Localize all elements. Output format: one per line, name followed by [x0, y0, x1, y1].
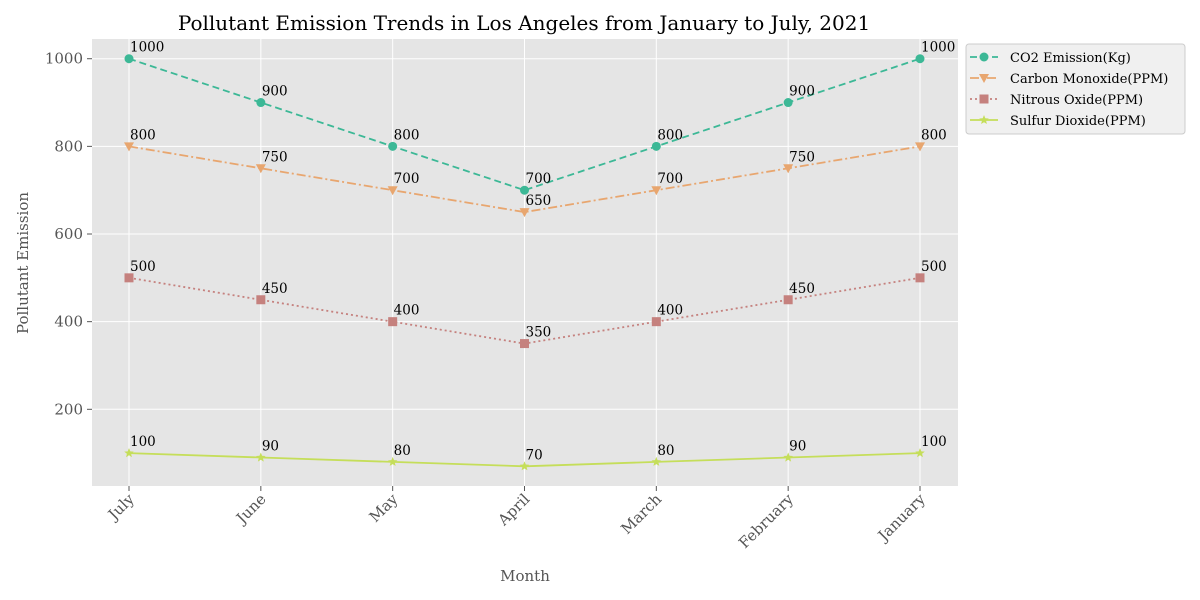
data-label: 800 [130, 127, 156, 143]
chart-title: Pollutant Emission Trends in Los Angeles… [178, 11, 870, 35]
series-4: 100 90 80 70 80 90 100 [124, 434, 947, 471]
data-point [124, 273, 134, 283]
legend-label: CO2 Emission(Kg) [1010, 51, 1131, 66]
data-point [124, 54, 134, 64]
data-point [783, 164, 794, 174]
data-label: 80 [657, 443, 674, 459]
data-point [651, 141, 661, 151]
data-label: 450 [262, 281, 288, 297]
data-label: 800 [657, 127, 683, 143]
data-point [783, 295, 793, 305]
legend-box [965, 43, 1186, 135]
x-tick-label: January [873, 490, 929, 546]
series-2: 800 750 700 650 700 750 800 [124, 127, 947, 218]
series-1: 1000 900 800 700 800 900 1000 [124, 40, 955, 195]
legend: CO2 Emission(Kg) Carbon Monoxide(PPM) Nitr… [965, 43, 1186, 135]
data-point [651, 456, 662, 466]
data-point [124, 142, 134, 152]
legend-entry: Carbon Monoxide(PPM) [970, 72, 1168, 87]
legend-marker [979, 74, 989, 83]
y-tick-label: 400 [54, 313, 83, 331]
data-label: 500 [921, 259, 947, 275]
data-point [915, 273, 925, 283]
data-point [255, 164, 266, 174]
data-point [256, 452, 266, 462]
data-point [915, 448, 925, 458]
y-axis-ticks: 200 400 600 800 1000 [45, 50, 92, 418]
data-label: 80 [394, 443, 411, 459]
data-label: 100 [921, 434, 947, 450]
x-tick-label: April [494, 490, 534, 530]
data-point [915, 54, 925, 64]
series-layer: 1000 900 800 700 800 900 1000 800 750 700 650 700 75… [124, 40, 955, 471]
x-tick-label: May [366, 490, 402, 526]
legend-entry: Sulfur Dioxide(PPM) [970, 114, 1146, 129]
data-point [520, 339, 529, 349]
data-point [387, 456, 398, 466]
data-point [519, 461, 530, 471]
data-point [124, 448, 134, 458]
grid-lines [92, 39, 958, 486]
data-point [651, 317, 661, 327]
x-axis-title: Month [500, 567, 550, 585]
y-tick-label: 600 [54, 225, 83, 243]
data-label: 750 [262, 149, 288, 165]
data-point [651, 186, 662, 196]
data-label: 650 [526, 193, 552, 209]
data-label: 750 [789, 149, 815, 165]
data-point [520, 185, 529, 195]
data-label: 90 [789, 439, 806, 455]
data-label: 800 [394, 127, 420, 143]
data-label: 70 [526, 447, 543, 463]
x-tick-label: July [103, 490, 138, 525]
data-label: 400 [657, 303, 683, 319]
data-point [783, 98, 793, 108]
data-point [387, 186, 398, 196]
x-tick-label: March [617, 490, 665, 538]
data-point [915, 142, 925, 152]
y-axis-title: Pollutant Emission [14, 192, 32, 334]
data-label: 1000 [921, 40, 955, 56]
legend-marker [979, 52, 989, 62]
data-label: 90 [262, 439, 279, 455]
x-axis-ticks: July June May April March February January [103, 486, 929, 552]
legend-label: Carbon Monoxide(PPM) [1010, 72, 1168, 87]
x-tick-label: February [735, 490, 797, 552]
legend-marker [979, 94, 989, 104]
legend-marker [979, 115, 989, 124]
series-3: 500 450 400 350 400 450 500 [124, 259, 947, 349]
data-point [783, 452, 793, 462]
legend-entry: Nitrous Oxide(PPM) [970, 93, 1143, 108]
data-label: 800 [921, 127, 947, 143]
data-label: 400 [394, 303, 420, 319]
x-tick-label: June [231, 490, 269, 528]
y-tick-label: 800 [54, 137, 83, 155]
data-point [256, 98, 266, 108]
data-point [256, 295, 266, 305]
data-label: 700 [657, 171, 683, 187]
y-tick-label: 200 [54, 400, 83, 418]
y-tick-label: 1000 [45, 50, 83, 68]
data-label: 450 [789, 281, 815, 297]
data-label: 100 [130, 434, 156, 450]
data-label: 700 [526, 171, 552, 187]
data-point [519, 208, 530, 218]
data-label: 900 [789, 84, 815, 100]
data-label: 1000 [130, 40, 164, 56]
data-label: 700 [394, 171, 420, 187]
data-label: 500 [130, 259, 156, 275]
data-point [388, 141, 398, 151]
data-label: 900 [262, 84, 288, 100]
legend-label: Nitrous Oxide(PPM) [1010, 93, 1143, 108]
legend-label: Sulfur Dioxide(PPM) [1010, 114, 1146, 129]
data-point [388, 317, 398, 327]
legend-entry: CO2 Emission(Kg) [970, 51, 1131, 66]
data-label: 350 [526, 325, 552, 341]
